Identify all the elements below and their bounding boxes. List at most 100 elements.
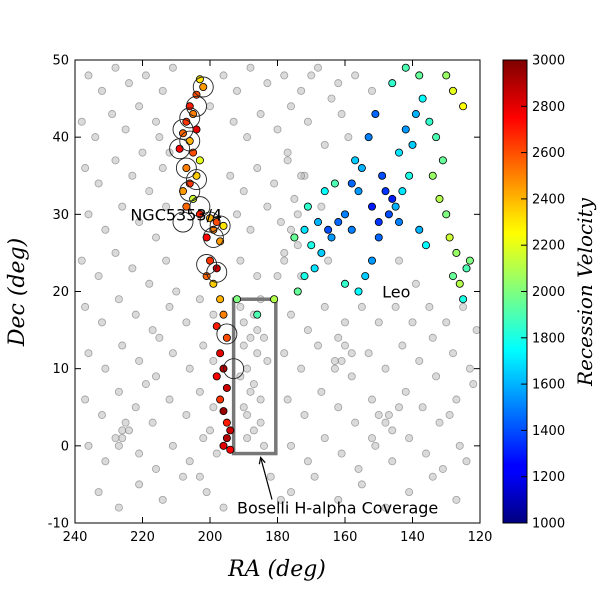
gray-point-4 [141, 71, 150, 80]
colored-point-50 [313, 218, 322, 227]
colored-point-46 [253, 310, 262, 319]
gray-point-192 [337, 356, 346, 365]
gray-point-188 [125, 426, 134, 435]
colored-point-87 [452, 248, 461, 257]
gray-point-15 [351, 71, 360, 80]
gray-point-86 [442, 318, 451, 327]
gray-point-1 [98, 86, 107, 95]
colored-point-79 [418, 94, 427, 103]
gray-point-196 [286, 225, 295, 234]
gray-point-181 [259, 333, 268, 342]
gray-point-81 [357, 302, 366, 311]
colored-point-13 [192, 171, 201, 180]
x-tick-label-1: 220 [130, 530, 155, 545]
gray-point-54 [276, 218, 285, 227]
y-tick-label-4: 30 [52, 208, 69, 223]
y-tick-label-3: 20 [52, 285, 69, 300]
gray-point-85 [425, 302, 434, 311]
ring-points-layer [169, 76, 245, 380]
colored-point-101 [401, 63, 410, 72]
gray-point-60 [145, 279, 154, 288]
coverage-layer [231, 297, 278, 456]
gray-point-80 [340, 318, 349, 327]
gray-point-205 [394, 403, 403, 412]
colorbar-tick-label-1: 1200 [532, 470, 565, 485]
colored-point-43 [226, 445, 235, 454]
gray-point-35 [128, 171, 137, 180]
gray-point-8 [232, 86, 241, 95]
gray-point-29 [303, 117, 312, 126]
annotation-arrow-head [258, 456, 266, 465]
gray-point-99 [313, 341, 322, 350]
colored-point-84 [435, 194, 444, 203]
gray-point-193 [330, 364, 339, 373]
colored-point-69 [381, 187, 390, 196]
colored-point-99 [340, 279, 349, 288]
gray-point-89 [101, 364, 110, 373]
gray-point-59 [128, 264, 137, 273]
gray-point-125 [401, 387, 410, 396]
gray-point-53 [263, 202, 272, 211]
gray-point-52 [246, 225, 255, 234]
gray-point-69 [114, 295, 123, 304]
gray-point-19 [108, 110, 117, 119]
gray-point-51 [232, 210, 241, 219]
gray-point-116 [195, 387, 204, 396]
gray-point-157 [310, 472, 319, 481]
gray-point-215 [276, 495, 285, 504]
colored-point-49 [300, 225, 309, 234]
gray-point-108 [465, 364, 474, 373]
colored-point-58 [310, 264, 319, 273]
y-tick-label-5: 40 [52, 131, 69, 146]
colored-point-95 [374, 233, 383, 242]
colored-point-61 [324, 225, 333, 234]
gray-point-32 [81, 164, 90, 173]
colored-point-72 [394, 218, 403, 227]
x-tick-label-5: 140 [400, 530, 425, 545]
gray-point-91 [135, 356, 144, 365]
colored-point-59 [300, 272, 309, 281]
gray-point-95 [199, 341, 208, 350]
colored-point-83 [428, 171, 437, 180]
colored-point-89 [455, 279, 464, 288]
gray-point-224 [469, 380, 478, 389]
gray-point-217 [327, 94, 336, 103]
gray-point-20 [121, 125, 130, 134]
colored-point-63 [354, 187, 363, 196]
colored-point-37 [216, 395, 225, 404]
colorbar-tick-label-9: 2800 [532, 100, 565, 115]
gray-point-77 [286, 310, 295, 319]
colored-point-85 [442, 210, 451, 219]
colored-point-98 [354, 287, 363, 296]
gray-point-44 [317, 202, 326, 211]
gray-point-202 [381, 418, 390, 427]
gray-point-223 [462, 457, 471, 466]
gray-point-75 [209, 310, 218, 319]
gray-point-147 [438, 464, 447, 473]
gray-point-72 [165, 302, 174, 311]
gray-point-148 [455, 441, 464, 450]
gray-point-155 [219, 503, 228, 512]
colorbar-tick-label-10: 3000 [532, 54, 565, 69]
y-tick-label-0: -10 [48, 517, 69, 532]
gray-point-177 [263, 356, 272, 365]
gray-point-216 [344, 133, 353, 142]
colored-point-45 [270, 295, 279, 304]
gray-point-128 [452, 395, 461, 404]
gray-point-164 [239, 318, 248, 327]
ring-point-15 [206, 261, 228, 283]
colored-point-71 [384, 210, 393, 219]
colored-point-39 [222, 418, 231, 427]
gray-point-137 [212, 449, 221, 458]
gray-point-145 [405, 434, 414, 443]
gray-point-37 [158, 164, 167, 173]
gray-point-142 [354, 464, 363, 473]
ring-point-0 [192, 76, 214, 98]
colored-point-80 [425, 117, 434, 126]
gray-point-106 [432, 372, 441, 381]
colored-point-42 [219, 441, 228, 450]
gray-point-179 [239, 403, 248, 412]
colored-point-56 [327, 233, 336, 242]
colored-point-35 [212, 372, 221, 381]
